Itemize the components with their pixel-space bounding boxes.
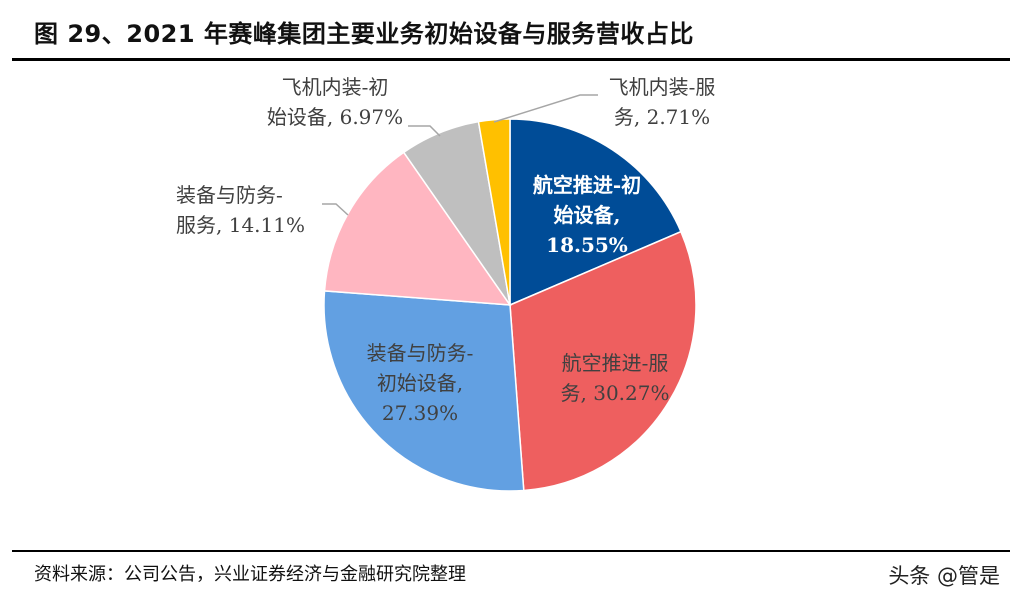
watermark: 头条 @管是 xyxy=(888,564,1000,588)
bottom-divider xyxy=(12,550,1010,552)
label-interior-init: 飞机内装-初 始设备, 6.97% xyxy=(266,75,404,129)
slice-defense-svc xyxy=(323,151,512,306)
slice-aero-svc xyxy=(509,230,697,492)
leader-defense-svc xyxy=(322,203,349,216)
source-note: 资料来源：公司公告，兴业证券经济与金融研究院整理 xyxy=(34,564,466,585)
slice-interior-svc xyxy=(477,118,511,306)
leader-interior-svc xyxy=(493,94,598,123)
label-defense-init: 装备与防务- 初始设备, 27.39% xyxy=(366,341,474,425)
label-aero-svc: 航空推进-服 务, 30.27% xyxy=(560,351,670,405)
label-aero-init: 航空推进-初 始设备, 18.55% xyxy=(532,173,642,257)
label-defense-svc: 装备与防务- 服务, 14.11% xyxy=(176,183,305,237)
leader-interior-init xyxy=(408,125,441,137)
top-divider xyxy=(12,58,1010,61)
chart-title: 图 29、2021 年赛峰集团主要业务初始设备与服务营收占比 xyxy=(34,20,694,48)
slice-aero-init xyxy=(509,118,682,307)
slice-defense-init xyxy=(323,290,525,492)
label-interior-svc: 飞机内装-服 务, 2.71% xyxy=(608,75,716,129)
